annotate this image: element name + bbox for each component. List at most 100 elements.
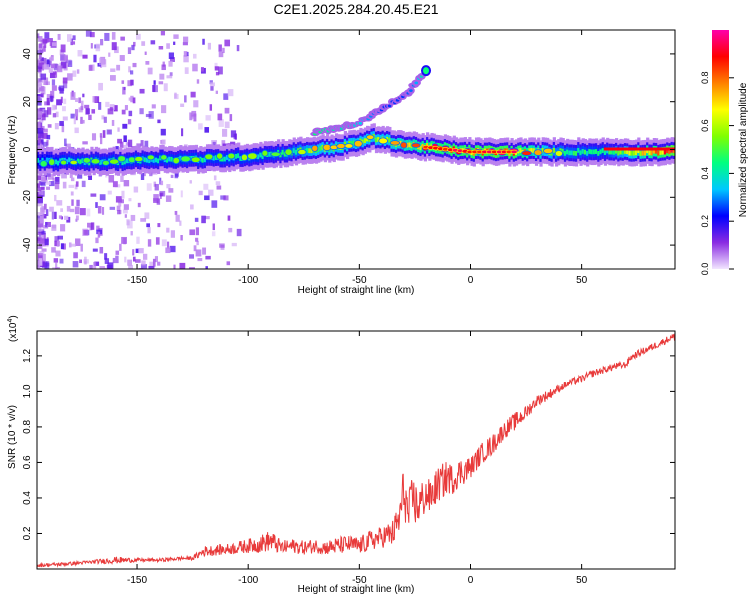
heat-noise-cell <box>152 258 156 267</box>
heat-noise-cell <box>46 134 51 140</box>
heat-noise-cell <box>37 108 43 112</box>
heat-noise-cell <box>218 44 222 52</box>
heat-band-core <box>530 148 534 153</box>
heat-noise-cell <box>54 211 57 220</box>
heat-noise-cell <box>42 141 48 147</box>
heat-band-blob <box>216 152 224 160</box>
heat-noise-cell <box>102 130 106 138</box>
heat-noise-cell <box>226 261 231 266</box>
heat-noise-cell <box>42 213 47 219</box>
heat-noise-cell <box>88 65 93 71</box>
heat-noise-cell <box>38 258 43 266</box>
heat-noise-cell <box>123 180 130 187</box>
heat-band-core <box>570 150 574 156</box>
heat-noise-cell <box>205 115 211 121</box>
heat-noise-cell <box>175 214 180 222</box>
heat-noise-cell <box>37 127 44 134</box>
heat-noise-cell <box>51 64 55 69</box>
heat-band-blob <box>533 149 543 156</box>
heat-noise-cell <box>46 261 50 267</box>
spectrogram-x-tick-label: 0 <box>468 275 474 286</box>
heat-noise-cell <box>46 186 51 190</box>
snr-x-label: Height of straight line (km) <box>298 584 415 595</box>
heat-noise-cell <box>72 261 79 268</box>
heat-noise-cell <box>119 55 125 62</box>
heat-band-blob <box>69 159 78 166</box>
heat-noise-cell <box>47 38 53 43</box>
heat-noise-cell <box>190 91 196 98</box>
heat-band-blob <box>284 148 293 156</box>
heat-band-core <box>223 156 227 162</box>
heat-noise-cell <box>92 96 98 103</box>
heat-noise-cell <box>115 250 120 255</box>
heat-band-core <box>621 150 625 155</box>
heat-band-blob <box>82 157 91 164</box>
heat-noise-cell <box>182 42 188 46</box>
heat-noise-cell <box>63 54 68 61</box>
heat-noise-cell <box>38 131 44 138</box>
heat-noise-cell <box>67 73 73 81</box>
heat-noise-cell <box>112 257 116 264</box>
heat-noise-cell <box>75 238 81 247</box>
heat-noise-cell <box>157 119 161 124</box>
heat-noise-cell <box>138 127 142 134</box>
heat-noise-cell <box>189 267 195 269</box>
heat-band-blob <box>190 156 201 163</box>
heat-noise-cell <box>193 245 197 252</box>
heat-band-core <box>574 150 579 156</box>
heat-band-blob <box>247 152 258 160</box>
heat-noise-cell <box>58 215 62 219</box>
heat-noise-cell <box>70 113 75 119</box>
spectrogram-y-tick-label: -20 <box>22 190 33 205</box>
heat-noise-cell <box>48 68 53 73</box>
heat-noise-cell <box>140 172 145 180</box>
heat-noise-cell <box>68 184 75 188</box>
heat-noise-cell <box>56 99 62 106</box>
heat-noise-cell <box>184 95 187 103</box>
colorbar-tick-label: 0.0 <box>700 263 710 276</box>
heat-noise-cell <box>149 261 154 268</box>
heat-band-core <box>77 158 81 164</box>
heat-noise-cell <box>181 128 184 137</box>
heat-noise-cell <box>37 219 44 228</box>
heat-noise-cell <box>98 82 103 91</box>
heat-noise-cell <box>166 43 170 49</box>
heat-noise-cell <box>52 113 57 118</box>
heat-band-blob <box>90 158 101 165</box>
heat-band-core <box>630 150 634 156</box>
heat-noise-cell <box>154 256 158 263</box>
heat-noise-cell <box>84 104 90 109</box>
heat-band-core <box>170 156 174 162</box>
heat-noise-cell <box>54 71 58 78</box>
heat-noise-cell <box>224 121 230 129</box>
heat-noise-cell <box>60 243 64 250</box>
heat-band-core <box>199 156 203 162</box>
heat-noise-cell <box>161 239 167 247</box>
heat-noise-cell <box>183 55 189 63</box>
heat-band-core <box>308 148 312 154</box>
heat-noise-cell <box>74 109 79 117</box>
heat-noise-cell <box>168 52 175 59</box>
heat-noise-cell <box>198 190 203 196</box>
heat-noise-cell <box>39 238 46 244</box>
heat-noise-cell <box>116 205 121 211</box>
heat-noise-cell <box>69 208 75 213</box>
heat-noise-cell <box>44 110 49 118</box>
heat-noise-cell <box>39 119 44 123</box>
heat-band-core <box>590 149 594 155</box>
heat-noise-cell <box>217 113 223 121</box>
heat-noise-cell <box>97 205 102 214</box>
heat-noise-cell <box>121 109 126 115</box>
heat-noise-cell <box>77 173 83 179</box>
heat-noise-cell <box>42 133 48 139</box>
heat-noise-cell <box>46 60 51 67</box>
heat-noise-cell <box>62 243 66 250</box>
snr-y-tick-label: 1.2 <box>22 348 33 362</box>
heat-band-blob <box>411 142 421 148</box>
heat-band-blob <box>60 159 68 166</box>
heat-noise-cell <box>68 242 72 248</box>
heat-noise-cell <box>37 217 42 221</box>
heat-band-blob <box>336 143 346 150</box>
heat-noise-cell <box>139 108 144 115</box>
heat-noise-cell <box>139 88 145 94</box>
